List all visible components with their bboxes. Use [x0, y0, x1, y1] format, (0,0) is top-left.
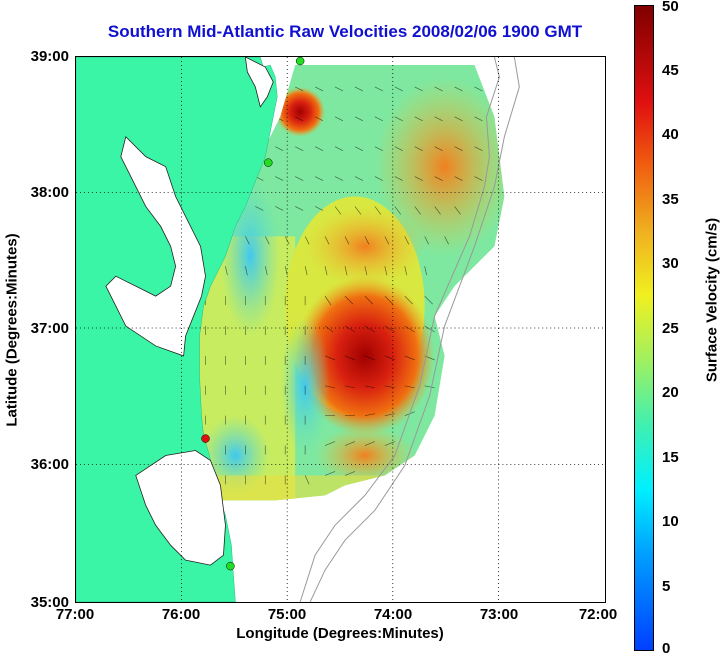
cbar-tick-45: 45	[662, 62, 679, 79]
chesapeake-bay	[105, 135, 206, 357]
pamlico-sound	[135, 450, 226, 566]
lon-tick-75: 75:00	[267, 606, 307, 623]
x-axis-title: Longitude (Degrees:Minutes)	[236, 625, 444, 642]
colorbar-title: Surface Velocity (cm/s)	[703, 217, 721, 383]
cbar-tick-35: 35	[662, 191, 679, 208]
lat-tick-38: 38:00	[30, 184, 69, 201]
station-marker	[295, 57, 305, 66]
lon-tick-76: 76:00	[161, 606, 201, 623]
delaware-bay	[244, 57, 274, 108]
station-marker	[201, 434, 210, 443]
gridlines	[76, 57, 605, 602]
cbar-tick-30: 30	[662, 255, 679, 272]
cbar-tick-5: 5	[662, 578, 671, 595]
y-axis-title: Latitude (Degrees:Minutes)	[3, 233, 21, 427]
lon-tick-73: 73:00	[479, 606, 519, 623]
map-title: Southern Mid-Atlantic Raw Velocities 200…	[107, 22, 583, 41]
cbar-tick-40: 40	[662, 126, 679, 143]
cbar-tick-50: 50	[662, 0, 679, 15]
station-marker	[226, 561, 235, 571]
lat-tick-35: 35:00	[30, 594, 69, 611]
lon-tick-77: 77:00	[55, 606, 95, 623]
map-plot-area	[75, 56, 606, 603]
bathymetry-contours	[299, 57, 520, 602]
cbar-tick-15: 15	[662, 449, 679, 466]
lon-tick-72: 72:00	[578, 606, 618, 623]
lat-tick-37: 37:00	[30, 320, 69, 337]
station-marker	[264, 158, 273, 167]
lat-tick-39: 39:00	[30, 48, 69, 65]
lat-tick-36: 36:00	[30, 456, 69, 473]
cbar-tick-0: 0	[662, 640, 671, 657]
colorbar	[634, 5, 654, 651]
cbar-tick-20: 20	[662, 384, 679, 401]
lon-tick-74: 74:00	[373, 606, 413, 623]
cbar-tick-25: 25	[662, 320, 679, 337]
cbar-tick-10: 10	[662, 513, 679, 530]
